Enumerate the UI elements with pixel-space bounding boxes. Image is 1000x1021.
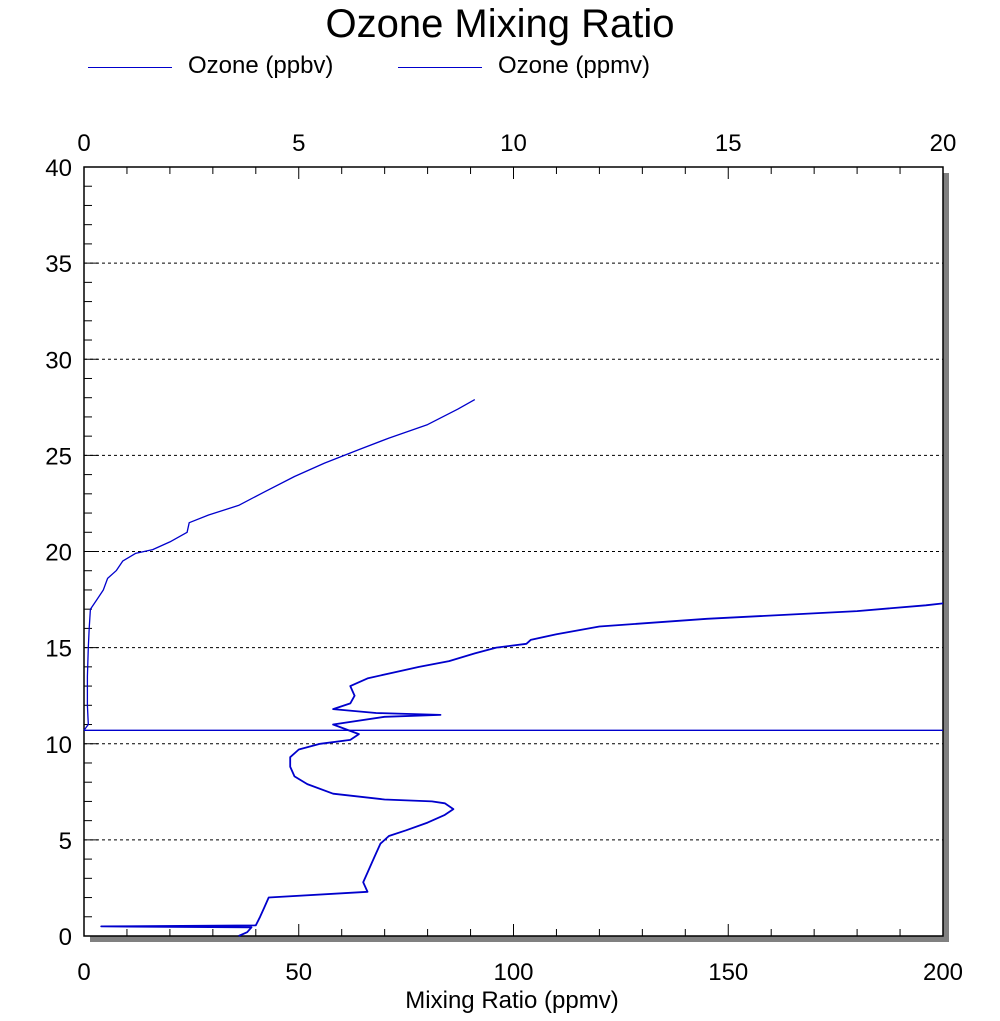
x-top-tick-label: 20 bbox=[930, 130, 957, 157]
plot-shadow-bottom bbox=[90, 936, 949, 942]
x-top-tick-label: 10 bbox=[500, 130, 527, 157]
x-bottom-tick-label: 150 bbox=[708, 959, 748, 986]
x-axis-label: Mixing Ratio (ppmv) bbox=[405, 987, 619, 1014]
legend-line-ppbv bbox=[88, 67, 172, 68]
y-tick-label: 10 bbox=[45, 732, 72, 759]
plot-shadow-right bbox=[943, 173, 949, 942]
chart-title: Ozone Mixing Ratio bbox=[325, 2, 675, 46]
x-bottom-tick-label: 0 bbox=[77, 959, 90, 986]
x-top-tick-label: 15 bbox=[715, 130, 742, 157]
y-tick-label: 35 bbox=[45, 251, 72, 278]
x-bottom-tick-label: 200 bbox=[923, 959, 963, 986]
y-tick-label: 5 bbox=[59, 828, 72, 855]
series-line-0 bbox=[100, 602, 944, 937]
x-top-tick-label: 0 bbox=[77, 130, 90, 157]
x-top-tick-label: 5 bbox=[292, 130, 305, 157]
series-line-1 bbox=[83, 399, 476, 731]
legend-label-ppbv: Ozone (ppbv) bbox=[188, 52, 334, 79]
y-tick-label: 25 bbox=[45, 443, 72, 470]
x-bottom-tick-label: 100 bbox=[493, 959, 533, 986]
y-tick-label: 20 bbox=[45, 540, 72, 567]
y-tick-label: 30 bbox=[45, 347, 72, 374]
legend-label-ppmv: Ozone (ppmv) bbox=[498, 52, 651, 79]
x-bottom-tick-label: 50 bbox=[285, 959, 312, 986]
y-tick-label: 15 bbox=[45, 636, 72, 663]
y-tick-label: 40 bbox=[45, 155, 72, 182]
y-tick-label: 0 bbox=[59, 924, 72, 951]
legend-line-ppmv bbox=[398, 67, 482, 68]
